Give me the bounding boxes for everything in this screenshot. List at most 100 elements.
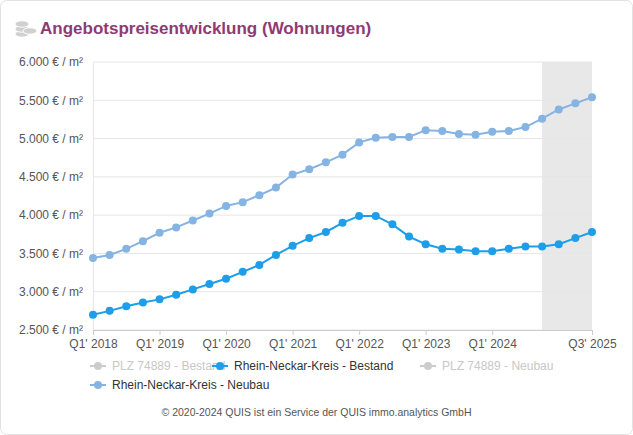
point[interactable] — [388, 220, 396, 228]
x-tick-mark — [93, 330, 94, 335]
point[interactable] — [588, 93, 596, 101]
x-tick: Q1' 2021 — [269, 330, 318, 351]
x-tick-label: Q1' 2024 — [469, 337, 518, 351]
y-tick: 6.000 € / m² — [19, 55, 93, 69]
point[interactable] — [205, 210, 213, 218]
legend-item[interactable]: PLZ 74889 - Bestand — [90, 359, 225, 373]
point[interactable] — [89, 254, 97, 262]
chart: Angebotspreisentwicklung (Wohnungen) 2.50… — [0, 0, 633, 435]
point[interactable] — [139, 298, 147, 306]
point[interactable] — [189, 285, 197, 293]
legend-item[interactable]: Rhein-Neckar-Kreis - Neubau — [90, 378, 269, 392]
x-tick-label: Q1' 2022 — [335, 337, 384, 351]
point[interactable] — [472, 131, 480, 139]
x-tick-mark — [160, 330, 161, 335]
point[interactable] — [538, 115, 546, 123]
point[interactable] — [156, 295, 164, 303]
x-tick: Q1' 2024 — [469, 330, 518, 351]
point[interactable] — [106, 251, 114, 259]
y-tick-label: 3.500 € / m² — [19, 247, 83, 261]
y-tick-label: 5.000 € / m² — [19, 132, 83, 146]
x-tick-label: Q1' 2019 — [136, 337, 185, 351]
point[interactable] — [222, 202, 230, 210]
point[interactable] — [405, 233, 413, 241]
legend-marker — [94, 362, 102, 370]
point[interactable] — [239, 268, 247, 276]
point[interactable] — [488, 247, 496, 255]
point[interactable] — [272, 184, 280, 192]
point[interactable] — [255, 261, 263, 269]
point[interactable] — [355, 138, 363, 146]
title-icon — [15, 21, 37, 37]
x-tick: Q1' 2019 — [136, 330, 185, 351]
legend-label: PLZ 74889 - Neubau — [442, 359, 553, 373]
x-tick: Q3' 2025 — [568, 330, 617, 351]
point[interactable] — [289, 242, 297, 250]
legend-item[interactable]: Rhein-Neckar-Kreis - Bestand — [212, 359, 393, 373]
point[interactable] — [305, 165, 313, 173]
point[interactable] — [322, 228, 330, 236]
grid-line — [93, 100, 592, 101]
point[interactable] — [222, 275, 230, 283]
y-tick-label: 6.000 € / m² — [19, 55, 83, 69]
y-tick-label: 2.500 € / m² — [19, 323, 83, 337]
point[interactable] — [322, 158, 330, 166]
grid-line — [93, 215, 592, 216]
series — [89, 212, 596, 319]
point[interactable] — [172, 291, 180, 299]
x-tick-label: Q1' 2018 — [69, 337, 118, 351]
point[interactable] — [422, 240, 430, 248]
point[interactable] — [255, 191, 263, 199]
x-tick: Q1' 2023 — [402, 330, 451, 351]
point[interactable] — [505, 127, 513, 135]
point[interactable] — [189, 217, 197, 225]
title: Angebotspreisentwicklung (Wohnungen) — [40, 19, 371, 38]
point[interactable] — [555, 240, 563, 248]
x-tick-mark — [226, 330, 227, 335]
point[interactable] — [122, 302, 130, 310]
point[interactable] — [339, 219, 347, 227]
point[interactable] — [538, 243, 546, 251]
point[interactable] — [438, 245, 446, 253]
point[interactable] — [555, 105, 563, 113]
legend-item[interactable]: PLZ 74889 - Neubau — [420, 359, 553, 373]
y-tick-label: 5.500 € / m² — [19, 94, 83, 108]
point[interactable] — [172, 223, 180, 231]
point[interactable] — [455, 246, 463, 254]
point[interactable] — [521, 123, 529, 131]
point[interactable] — [239, 198, 247, 206]
point[interactable] — [388, 133, 396, 141]
point[interactable] — [272, 251, 280, 259]
point[interactable] — [422, 126, 430, 134]
x-tick-mark — [293, 330, 294, 335]
point[interactable] — [156, 229, 164, 237]
point[interactable] — [289, 171, 297, 179]
point[interactable] — [139, 237, 147, 245]
point[interactable] — [122, 245, 130, 253]
point[interactable] — [455, 130, 463, 138]
point[interactable] — [571, 234, 579, 242]
legend-marker — [94, 381, 102, 389]
point[interactable] — [571, 99, 579, 107]
point[interactable] — [405, 133, 413, 141]
point[interactable] — [305, 234, 313, 242]
point[interactable] — [355, 212, 363, 220]
y-tick: 4.500 € / m² — [19, 170, 93, 184]
grid-line — [93, 291, 592, 292]
point[interactable] — [372, 134, 380, 142]
point[interactable] — [339, 151, 347, 159]
point[interactable] — [488, 128, 496, 136]
point[interactable] — [372, 212, 380, 220]
legend-label: Rhein-Neckar-Kreis - Neubau — [112, 378, 269, 392]
point[interactable] — [521, 243, 529, 251]
point[interactable] — [588, 228, 596, 236]
x-tick-mark — [359, 330, 360, 335]
point[interactable] — [106, 307, 114, 315]
point[interactable] — [438, 127, 446, 135]
point[interactable] — [505, 245, 513, 253]
y-tick: 3.000 € / m² — [19, 285, 93, 299]
point[interactable] — [89, 311, 97, 319]
point[interactable] — [205, 280, 213, 288]
point[interactable] — [472, 247, 480, 255]
grid-line — [93, 176, 592, 177]
